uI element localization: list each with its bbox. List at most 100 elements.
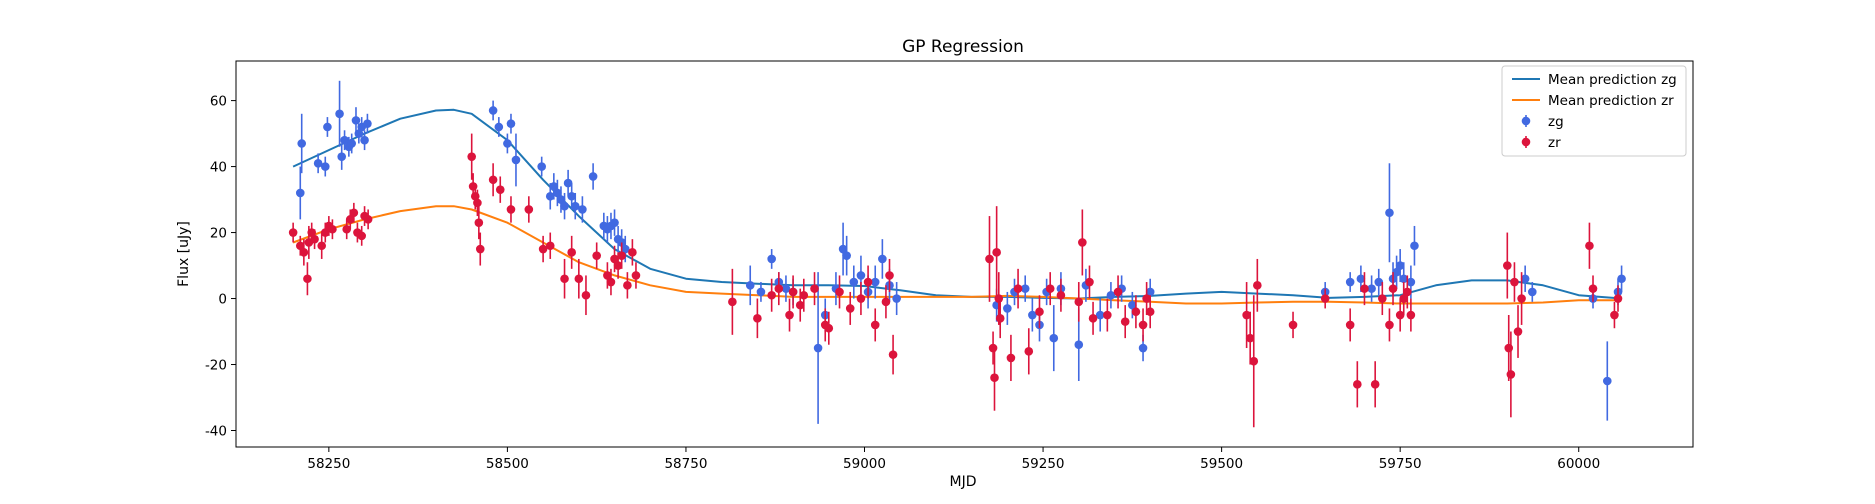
- data-point: [592, 251, 601, 260]
- data-point: [357, 231, 367, 241]
- data-point: [1528, 287, 1537, 297]
- data-point: [506, 119, 516, 128]
- legend-label: zr: [1548, 135, 1561, 151]
- data-point: [488, 175, 498, 185]
- data-point: [494, 122, 504, 132]
- data-point: [606, 277, 616, 287]
- data-point: [1613, 294, 1623, 303]
- x-tick-label: 58750: [664, 456, 707, 472]
- x-tick-label: 59250: [1022, 456, 1065, 472]
- y-axis-label: Flux [uJy]: [176, 221, 192, 287]
- data-point: [560, 274, 569, 284]
- data-point: [1106, 290, 1116, 300]
- prediction-lines: [292, 108, 1622, 305]
- data-point: [1253, 281, 1262, 290]
- data-point: [553, 188, 562, 198]
- data-point: [892, 294, 901, 303]
- data-point: [560, 201, 569, 211]
- data-point: [299, 248, 309, 257]
- data-point: [1360, 284, 1369, 293]
- data-point: [992, 248, 1001, 257]
- y-tick-label: -20: [205, 358, 227, 374]
- data-point: [1395, 261, 1405, 270]
- data-point: [631, 271, 641, 280]
- data-point: [623, 281, 632, 290]
- data-point: [349, 208, 359, 218]
- data-point: [488, 106, 498, 115]
- data-point: [1245, 333, 1255, 343]
- data-point: [574, 274, 584, 284]
- data-point: [303, 274, 312, 284]
- legend-box: [1501, 65, 1687, 157]
- data-point: [788, 287, 798, 297]
- data-point: [881, 297, 891, 307]
- data-point: [1056, 290, 1066, 300]
- data-point: [1024, 347, 1034, 356]
- data-point: [888, 350, 898, 359]
- data-point: [856, 271, 866, 280]
- data-point: [1088, 314, 1098, 323]
- data-point: [1288, 320, 1298, 330]
- data-point: [863, 277, 873, 287]
- data-point: [617, 251, 626, 260]
- data-point: [1131, 307, 1141, 317]
- data-point: [838, 244, 848, 254]
- data-point: [1128, 300, 1137, 310]
- legend-label: Mean prediction zg: [1548, 72, 1677, 88]
- data-point: [849, 277, 859, 287]
- data-point: [335, 109, 344, 119]
- data-point: [1028, 310, 1037, 320]
- data-point: [1388, 284, 1398, 293]
- data-point: [1374, 277, 1384, 287]
- x-axis: 58250 58500 58750 59000 59250 59500 59750 60000: [307, 447, 1600, 472]
- data-point: [288, 228, 298, 237]
- data-point: [1399, 274, 1409, 284]
- data-point: [545, 191, 555, 201]
- data-point: [1095, 310, 1105, 320]
- y-tick-label: 20: [210, 226, 227, 242]
- data-point: [537, 162, 546, 171]
- data-point: [1510, 277, 1519, 287]
- data-point: [495, 185, 505, 194]
- data-point: [328, 224, 337, 234]
- data-point: [475, 244, 485, 254]
- data-point: [1035, 307, 1044, 317]
- data-point: [781, 284, 791, 293]
- data-point: [545, 241, 555, 251]
- data-point: [1074, 340, 1084, 350]
- data-point: [570, 201, 580, 211]
- legend: Mean prediction zg Mean prediction zr zg zr: [1501, 65, 1687, 157]
- data-point: [342, 224, 352, 234]
- data-points: [288, 80, 1626, 428]
- data-point: [567, 191, 576, 201]
- data-point: [1513, 327, 1523, 336]
- data-point: [1242, 310, 1251, 320]
- data-point: [767, 254, 776, 264]
- data-point: [885, 271, 894, 280]
- y-tick-label: 60: [210, 94, 227, 110]
- line-mean-prediction-zg: [292, 108, 1622, 300]
- data-point: [870, 277, 880, 287]
- data-point: [767, 290, 776, 300]
- data-point: [1585, 241, 1594, 251]
- data-point: [323, 122, 332, 132]
- data-point: [1399, 294, 1409, 303]
- data-point: [870, 320, 880, 330]
- data-point: [1378, 294, 1387, 303]
- data-point: [878, 254, 887, 264]
- data-point: [1410, 241, 1419, 251]
- y-tick-label: 0: [218, 292, 227, 308]
- x-tick-label: 58500: [486, 456, 529, 472]
- legend-swatch: [1521, 116, 1531, 126]
- data-point: [468, 182, 478, 191]
- data-point: [320, 162, 330, 171]
- line-mean-prediction-zr: [292, 205, 1622, 305]
- data-point: [1020, 284, 1030, 293]
- data-point: [588, 172, 598, 181]
- data-point: [1345, 277, 1355, 287]
- data-point: [1506, 370, 1516, 379]
- data-point: [994, 294, 1004, 303]
- data-point: [1617, 274, 1626, 284]
- data-point: [320, 228, 330, 237]
